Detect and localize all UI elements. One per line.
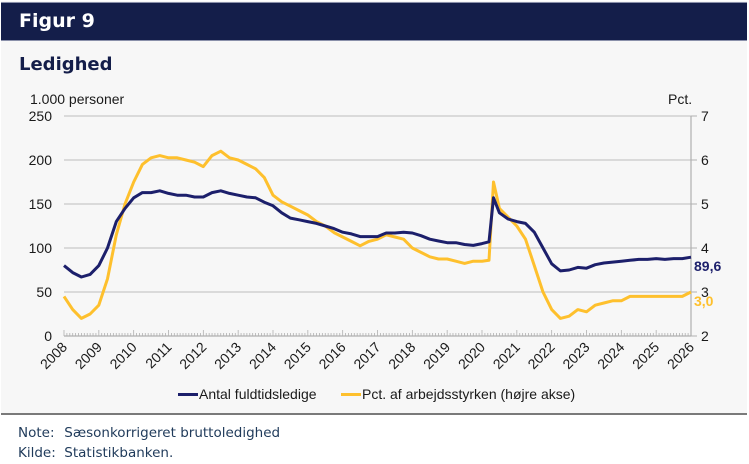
x-tick-label: 2015 bbox=[281, 339, 314, 372]
end-label-pct: 3,0 bbox=[694, 293, 714, 309]
x-tick-label: 2013 bbox=[211, 339, 244, 372]
source-text: Statistikbanken. bbox=[64, 445, 174, 461]
x-tick-label: 2019 bbox=[420, 339, 453, 372]
axis-labels: 0 50 100 150 200 250 2 3 4 5 6 7 1.000 personer Pct. 2… bbox=[29, 91, 722, 372]
x-tick-label: 2023 bbox=[559, 339, 592, 372]
y-axis-title-right: Pct. bbox=[668, 91, 692, 107]
x-tick-label: 2009 bbox=[72, 339, 105, 372]
x-tick-label: 2010 bbox=[106, 339, 139, 372]
x-tick-label: 2024 bbox=[594, 339, 627, 372]
legend-label: Pct. af arbejdsstyrken (højre akse) bbox=[362, 386, 576, 402]
note-label: Note: bbox=[18, 425, 55, 441]
y-tick-label-left: 200 bbox=[29, 152, 53, 168]
figure-number: Figur 9 bbox=[19, 10, 95, 32]
x-tick-label: 2022 bbox=[524, 339, 557, 372]
chart-title: Ledighed bbox=[19, 54, 113, 75]
y-tick-label-right: 5 bbox=[701, 196, 709, 212]
y-tick-label-left: 50 bbox=[36, 284, 52, 300]
note-line: Note: Sæsonkorrigeret bruttoledighed bbox=[18, 423, 280, 443]
x-tick-label: 2021 bbox=[490, 339, 523, 372]
y-tick-label-right: 4 bbox=[701, 240, 709, 256]
figure-header: Figur 9 bbox=[1, 2, 747, 41]
y-tick-label-left: 250 bbox=[29, 108, 53, 124]
axes bbox=[63, 115, 697, 337]
notes: Note: Sæsonkorrigeret bruttoledighed Kil… bbox=[18, 423, 280, 463]
x-tick-label: 2008 bbox=[37, 339, 70, 372]
legend-item-pct-arbejdsstyrken: Pct. af arbejdsstyrken (højre akse) bbox=[341, 386, 575, 402]
legend-swatch-navy bbox=[178, 392, 198, 396]
gridlines bbox=[64, 115, 691, 293]
y-tick-label-right: 7 bbox=[701, 108, 709, 124]
note-text: Sæsonkorrigeret bruttoledighed bbox=[64, 425, 281, 441]
x-tick-label: 2025 bbox=[629, 339, 662, 372]
y-tick-label-left: 0 bbox=[44, 328, 52, 344]
y-tick-label-right: 6 bbox=[701, 152, 709, 168]
source-line: Kilde: Statistikbanken. bbox=[18, 443, 280, 463]
x-tick-label: 2014 bbox=[246, 339, 279, 372]
x-tick-label: 2017 bbox=[350, 339, 383, 372]
source-label: Kilde: bbox=[18, 445, 56, 461]
y-axis-title-left: 1.000 personer bbox=[30, 91, 125, 107]
x-tick-label: 2026 bbox=[664, 339, 697, 372]
legend: Antal fuldtidsledige Pct. af arbejdsstyr… bbox=[0, 386, 749, 406]
x-tick-label: 2020 bbox=[455, 339, 488, 372]
series-line-antal-fuldtidsledige bbox=[63, 189, 692, 279]
legend-item-antal-fuldtidsledige: Antal fuldtidsledige bbox=[178, 386, 317, 402]
series-line-pct-arbejdsstyrken bbox=[62, 149, 692, 320]
y-tick-label-right: 3 bbox=[701, 284, 709, 300]
y-tick-label-left: 100 bbox=[29, 240, 53, 256]
legend-label: Antal fuldtidsledige bbox=[199, 386, 317, 402]
y-tick-label-right: 2 bbox=[701, 328, 709, 344]
x-tick-label: 2012 bbox=[176, 339, 209, 372]
x-tick-label: 2016 bbox=[315, 339, 348, 372]
series-lines bbox=[62, 149, 692, 320]
x-tick-label: 2011 bbox=[142, 339, 175, 372]
end-label-antal: 89,6 bbox=[694, 258, 721, 274]
legend-swatch-yellow bbox=[341, 392, 361, 396]
x-tick-label: 2018 bbox=[385, 339, 418, 372]
y-tick-label-left: 150 bbox=[29, 196, 53, 212]
